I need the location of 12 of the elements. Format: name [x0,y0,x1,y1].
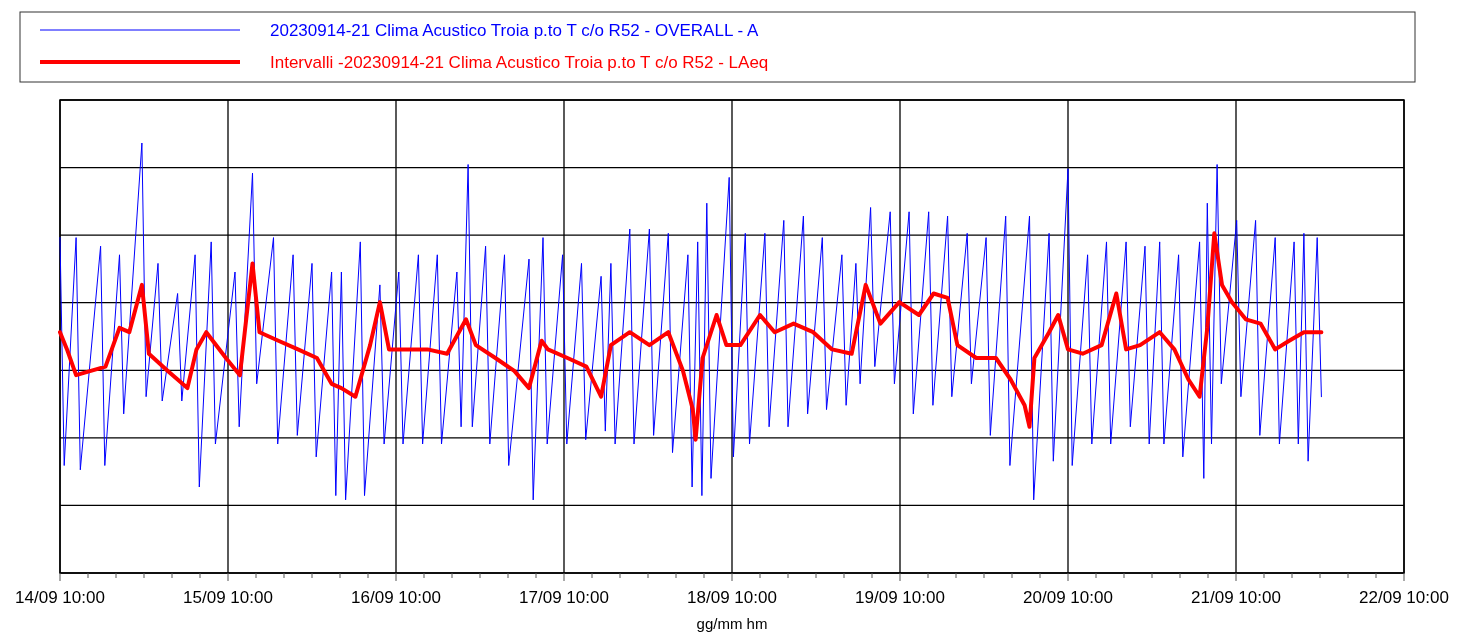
x-tick-label: 15/09 10:00 [183,588,273,607]
x-tick-label: 16/09 10:00 [351,588,441,607]
x-tick-label: 21/09 10:00 [1191,588,1281,607]
x-tick-label: 14/09 10:00 [15,588,105,607]
x-axis-title: gg/mm hm [696,615,768,632]
x-tick-label: 20/09 10:00 [1023,588,1113,607]
text: Intervalli -20230914-21 Clima Acustico Troia p.to T c/o R52 - LAeq [270,52,769,72]
x-tick-label: 17/09 10:00 [519,588,609,607]
x-tick-label: 18/09 10:00 [687,588,777,607]
text: 20230914-21 Clima Acustico Troia p.to T c/o R52 - OVERALL - A [270,20,759,40]
x-tick-label: 22/09 10:00 [1359,588,1449,607]
x-tick-label: 19/09 10:00 [855,588,945,607]
